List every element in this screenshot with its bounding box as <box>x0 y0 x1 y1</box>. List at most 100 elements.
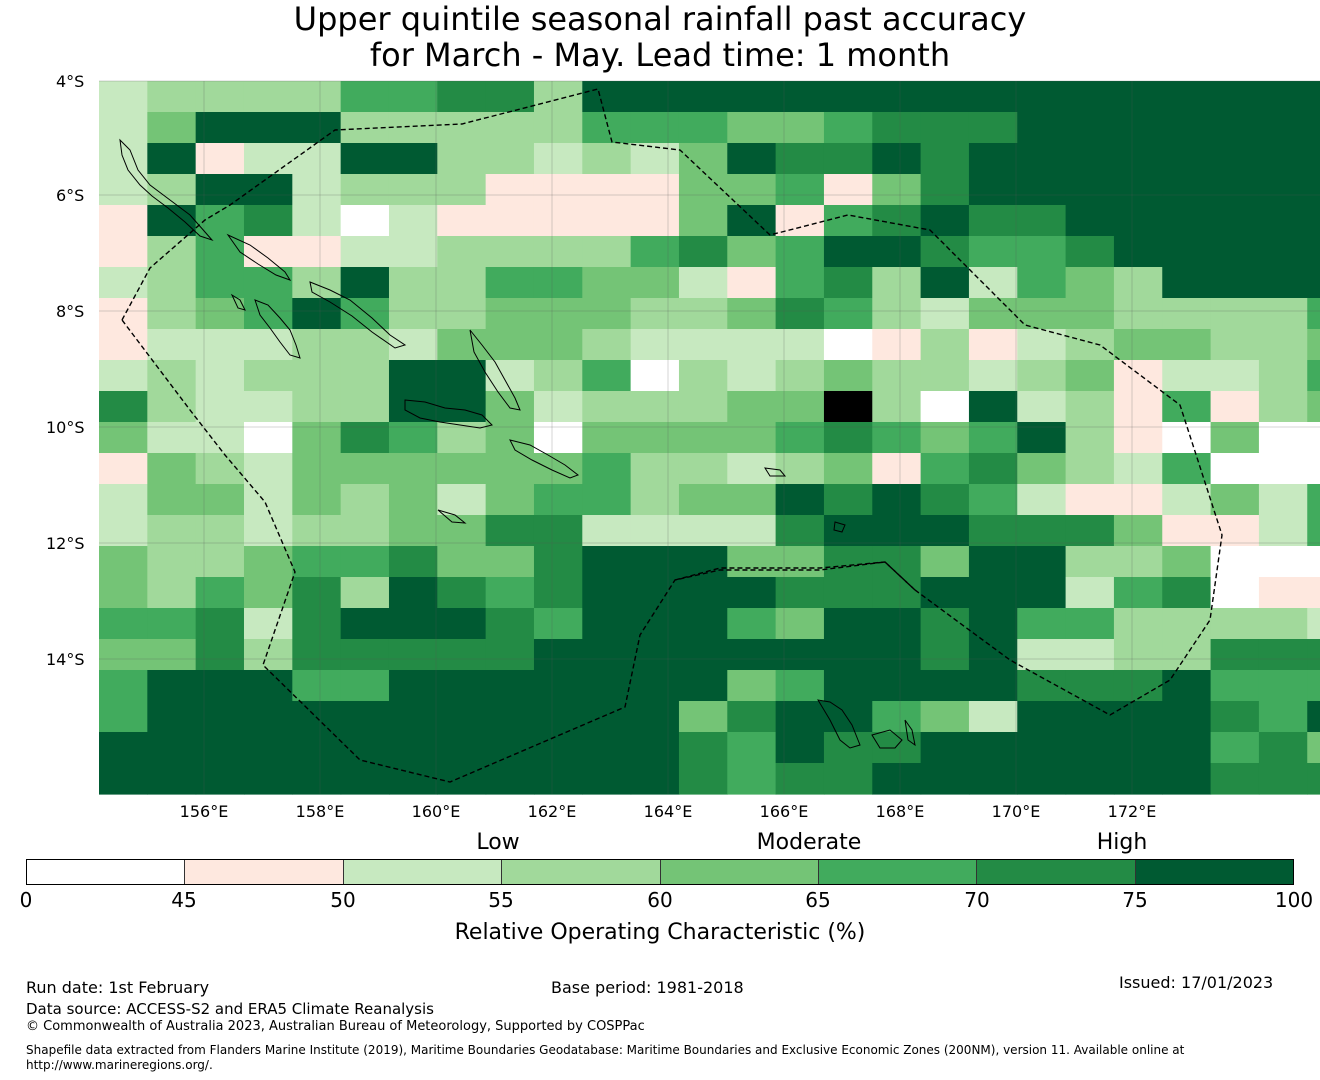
grid-cell <box>195 608 245 640</box>
grid-cell <box>1307 763 1320 795</box>
grid-cell <box>775 360 825 392</box>
grid-cell <box>823 763 873 795</box>
grid-cell <box>99 112 148 144</box>
grid-cell <box>437 143 487 175</box>
island-banks <box>833 521 846 533</box>
grid-cell <box>243 639 293 671</box>
grid-cell <box>1113 639 1163 671</box>
grid-cell <box>437 174 487 206</box>
grid-cell <box>437 112 487 144</box>
grid-cell <box>1258 143 1308 175</box>
grid-cell <box>292 763 342 795</box>
grid-cell <box>292 608 342 640</box>
grid-cell <box>99 608 148 640</box>
grid-cell <box>920 143 970 175</box>
colorbar-tick-70: 70 <box>964 888 990 912</box>
grid-cell <box>485 484 535 516</box>
grid-cell <box>678 763 728 795</box>
grid-cell <box>340 143 390 175</box>
grid-cell <box>437 205 487 237</box>
grid-cell <box>678 360 728 392</box>
grid-cell <box>920 515 970 547</box>
grid-cell <box>872 112 922 144</box>
grid-cell <box>630 267 680 299</box>
grid-cell <box>99 732 148 764</box>
grid-cell <box>292 515 342 547</box>
grid-cell <box>147 701 197 733</box>
grid-cell <box>147 236 197 268</box>
grid-cell <box>1113 81 1163 113</box>
grid-cell <box>1162 236 1212 268</box>
grid-cell <box>99 391 148 423</box>
grid-cell <box>388 298 438 330</box>
grid-cell <box>1162 205 1212 237</box>
lon-label-164e: 164°E <box>643 802 693 821</box>
grid-cell <box>1258 670 1308 702</box>
grid-cell <box>823 608 873 640</box>
grid-cell <box>968 391 1018 423</box>
grid-cell <box>920 81 970 113</box>
grid-cell <box>1210 422 1260 454</box>
grid-cell <box>630 453 680 485</box>
grid-cell <box>727 732 777 764</box>
grid-cell <box>533 143 583 175</box>
grid-cell <box>388 670 438 702</box>
grid-cell <box>1113 391 1163 423</box>
colorbar-tick-55: 55 <box>488 888 514 912</box>
grid-cell <box>1065 236 1115 268</box>
grid-cell <box>147 174 197 206</box>
grid-cell <box>533 81 583 113</box>
grid-cell <box>727 236 777 268</box>
eez-boundary-vanuatu <box>674 561 916 591</box>
grid-cell <box>920 267 970 299</box>
legend-category-moderate: Moderate <box>756 830 862 855</box>
grid-cell <box>243 701 293 733</box>
grid-cell <box>1258 174 1308 206</box>
grid-cell <box>872 236 922 268</box>
grid-cell <box>727 205 777 237</box>
grid-cell <box>1017 608 1067 640</box>
grid-cell <box>968 515 1018 547</box>
grid-cell <box>533 732 583 764</box>
grid-cell <box>630 701 680 733</box>
grid-cell <box>727 112 777 144</box>
grid-cell <box>1162 608 1212 640</box>
island-new-georgia <box>254 299 301 359</box>
grid-cell <box>340 391 390 423</box>
grid-cell <box>533 329 583 361</box>
grid-cell <box>1258 515 1308 547</box>
grid-cell <box>823 174 873 206</box>
grid-cell <box>630 360 680 392</box>
grid-cell <box>678 701 728 733</box>
grid-cell <box>99 329 148 361</box>
grid-cell <box>533 267 583 299</box>
grid-cell <box>920 360 970 392</box>
grid-cell <box>292 577 342 609</box>
island-rennell <box>437 509 467 524</box>
grid-cell <box>533 577 583 609</box>
lon-label-168e: 168°E <box>875 802 925 821</box>
grid-cell <box>1307 484 1320 516</box>
grid-cell <box>823 546 873 578</box>
grid-cell <box>99 515 148 547</box>
grid-cell <box>388 360 438 392</box>
grid-cell <box>1017 205 1067 237</box>
grid-cell <box>920 112 970 144</box>
grid-cell <box>582 143 632 175</box>
grid-cell <box>1307 236 1320 268</box>
grid-cell <box>485 577 535 609</box>
grid-cell <box>243 546 293 578</box>
grid-cell <box>1017 236 1067 268</box>
grid-cell <box>775 236 825 268</box>
grid-cell <box>872 484 922 516</box>
grid-cell <box>99 267 148 299</box>
grid-cell <box>1162 453 1212 485</box>
grid-cell <box>582 267 632 299</box>
colorbar-segment-60-65 <box>660 860 819 884</box>
grid-cell <box>1162 763 1212 795</box>
chart-title-line-2: for March - May. Lead time: 1 month <box>369 36 951 74</box>
chart-title-line-1: Upper quintile seasonal rainfall past ac… <box>293 0 1027 38</box>
grid-cell <box>147 391 197 423</box>
grid-cell <box>1113 298 1163 330</box>
grid-cell <box>1065 174 1115 206</box>
